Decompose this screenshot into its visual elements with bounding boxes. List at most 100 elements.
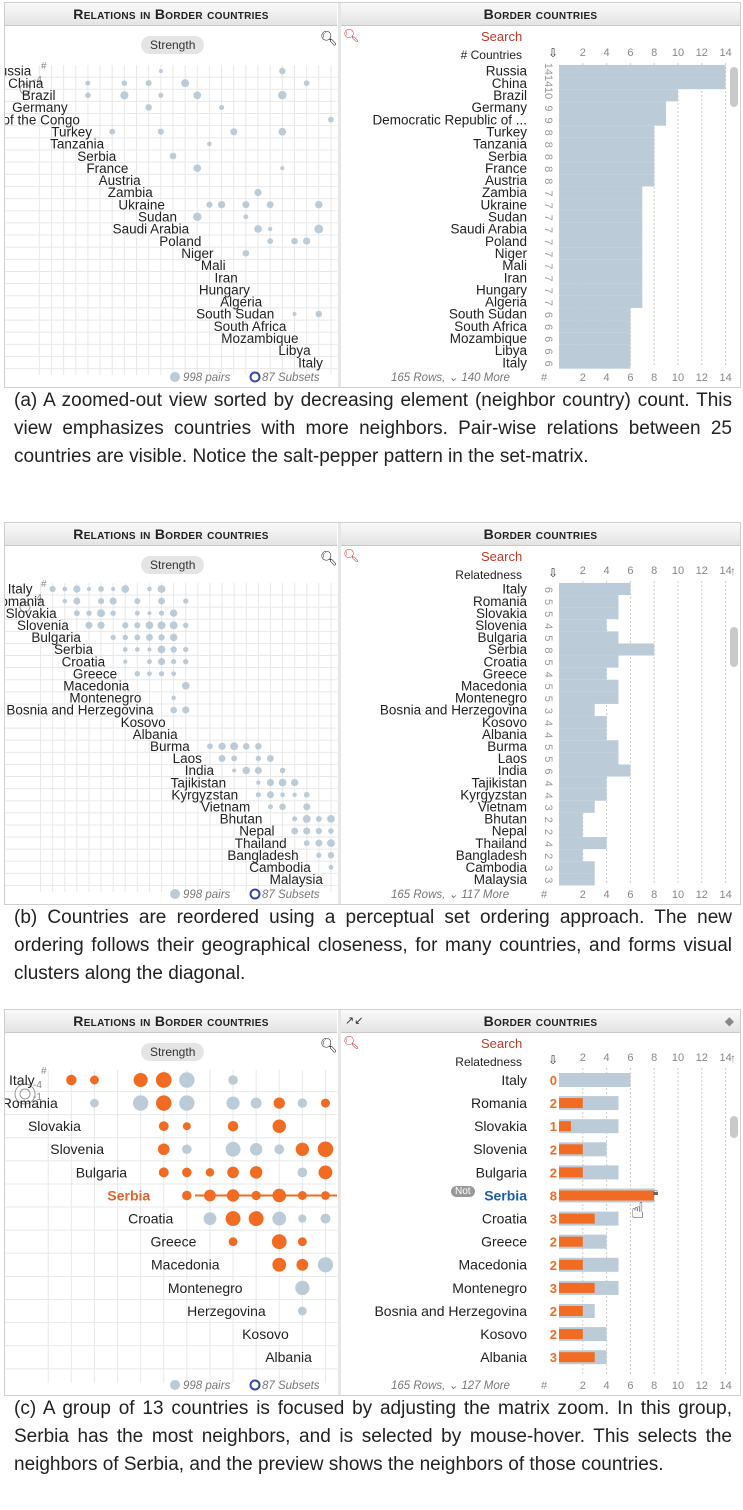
matrix-dot (255, 743, 262, 750)
matrix-dot (254, 225, 262, 233)
sort-label[interactable]: Relatedness (455, 568, 522, 582)
matrix-dot (315, 310, 323, 318)
matrix-dot (157, 645, 166, 654)
search-link[interactable]: Search (481, 549, 523, 564)
bar (559, 149, 655, 163)
matrix-dot (155, 1072, 172, 1088)
matrix-dot (291, 237, 298, 245)
country-label: Hungary (199, 282, 250, 297)
matrix-dot (98, 586, 104, 592)
count-label: 8 (542, 647, 554, 653)
country-label: Montenegro (168, 1280, 243, 1296)
country-label: Serbia (488, 149, 528, 164)
country-label: Macedonia (151, 1257, 220, 1273)
matrix-dot (278, 778, 287, 787)
bar (559, 861, 595, 874)
subset-ring-icon (19, 601, 31, 613)
strength-button[interactable]: Strength (141, 556, 205, 574)
matrix-dot (73, 610, 80, 617)
panel-divider[interactable] (338, 3, 341, 387)
bar (559, 210, 643, 223)
panel-a: Relations in Border countries Border cou… (4, 2, 741, 388)
matrix-dot (303, 80, 310, 87)
country-label: Croatia (483, 654, 527, 669)
count-label: 2 (550, 1096, 557, 1111)
panel-divider[interactable] (338, 523, 341, 904)
country-label: Iran (215, 270, 238, 285)
bar (559, 824, 583, 838)
sort-icon[interactable]: ⇩ (548, 566, 559, 580)
not-badge[interactable]: Not (451, 1186, 475, 1197)
bar (559, 77, 726, 90)
sort-label[interactable]: # Countries (460, 48, 522, 62)
zoom-in-icon[interactable]: 🔍︎ (320, 1037, 338, 1053)
matrix-dot (73, 585, 81, 593)
matrix-dot (203, 1212, 217, 1225)
matrix-dot (110, 634, 116, 641)
tag-icon[interactable]: ◆ (724, 1014, 734, 1028)
matrix-dot (297, 1167, 308, 1178)
lock-icon[interactable]: 🔒︎ (653, 1187, 659, 1198)
panel-divider[interactable] (338, 1010, 341, 1395)
country-label: Kyrgyzstan (171, 787, 238, 802)
selected-bar (559, 1329, 583, 1340)
set-matrix[interactable]: #-4ItalyRomaniaSlovakiaSloveniaBulgariaS… (5, 523, 338, 904)
bar (559, 295, 643, 308)
search-link[interactable]: Search (481, 1036, 523, 1051)
scroll-up-icon: ↑ (730, 564, 736, 578)
scrollbar[interactable] (730, 1116, 738, 1138)
axis-tick: 14 (719, 1380, 731, 1392)
matrix-dot (278, 127, 287, 136)
sort-label[interactable]: Relatedness (455, 1055, 522, 1069)
sort-icon[interactable]: ⇩ (548, 1053, 559, 1067)
count-label: 9 (542, 105, 554, 111)
country-label: Croatia (128, 1211, 173, 1227)
search-icon[interactable]: 🔍︎ (343, 28, 360, 43)
collapse-icon[interactable]: ↗↙ (345, 1015, 364, 1027)
count-label: 4 (542, 841, 554, 847)
scrollbar[interactable] (730, 627, 738, 667)
matrix-dot (73, 597, 81, 605)
matrix-dot (297, 1306, 307, 1316)
count-label: 3 (542, 865, 554, 871)
matrix-dot (183, 646, 189, 653)
count-label: 7 (542, 300, 554, 306)
scrollbar[interactable] (730, 67, 738, 107)
count-label: 2 (542, 817, 554, 823)
count-label: 7 (542, 203, 554, 209)
zoom-in-icon[interactable]: 🔍︎ (320, 30, 338, 46)
search-icon[interactable]: 🔍︎ (343, 548, 360, 563)
matrix-dot (97, 609, 106, 618)
strength-button[interactable]: Strength (141, 1043, 205, 1061)
selected-bar (559, 1098, 583, 1109)
sort-icon[interactable]: ⇩ (548, 46, 559, 60)
bar (559, 162, 655, 175)
matrix-dot (242, 766, 250, 775)
matrix-dot (169, 621, 178, 630)
search-icon[interactable]: 🔍︎ (343, 1035, 360, 1050)
bar (559, 582, 631, 596)
country-label: Germany (471, 100, 527, 115)
set-matrix[interactable]: # -4RussiaChinaBrazilGermanyDemocratic Re… (5, 3, 338, 387)
count-label: 14 (542, 75, 554, 87)
strength-button[interactable]: Strength (141, 36, 205, 54)
set-matrix[interactable]: # -4-1 Italy Romania Slovakia Slovenia Bulgari… (5, 1010, 338, 1395)
selected-bar (559, 1306, 583, 1316)
matrix-dot (266, 779, 274, 787)
search-link[interactable]: Search (481, 29, 523, 44)
count-label: 0 (550, 1073, 557, 1088)
matrix-dot (179, 1072, 195, 1088)
matrix-dot (315, 200, 323, 209)
matrix-dot (157, 585, 166, 593)
matrix-dot (315, 827, 322, 835)
matrix-dot (147, 671, 152, 677)
matrix-dot (158, 68, 163, 74)
matrix-dot (145, 621, 154, 630)
zoom-in-icon[interactable]: 🔍︎ (320, 550, 338, 566)
bar (559, 137, 655, 150)
count-label: 2 (542, 829, 554, 835)
axis-tick: 10 (672, 889, 684, 901)
